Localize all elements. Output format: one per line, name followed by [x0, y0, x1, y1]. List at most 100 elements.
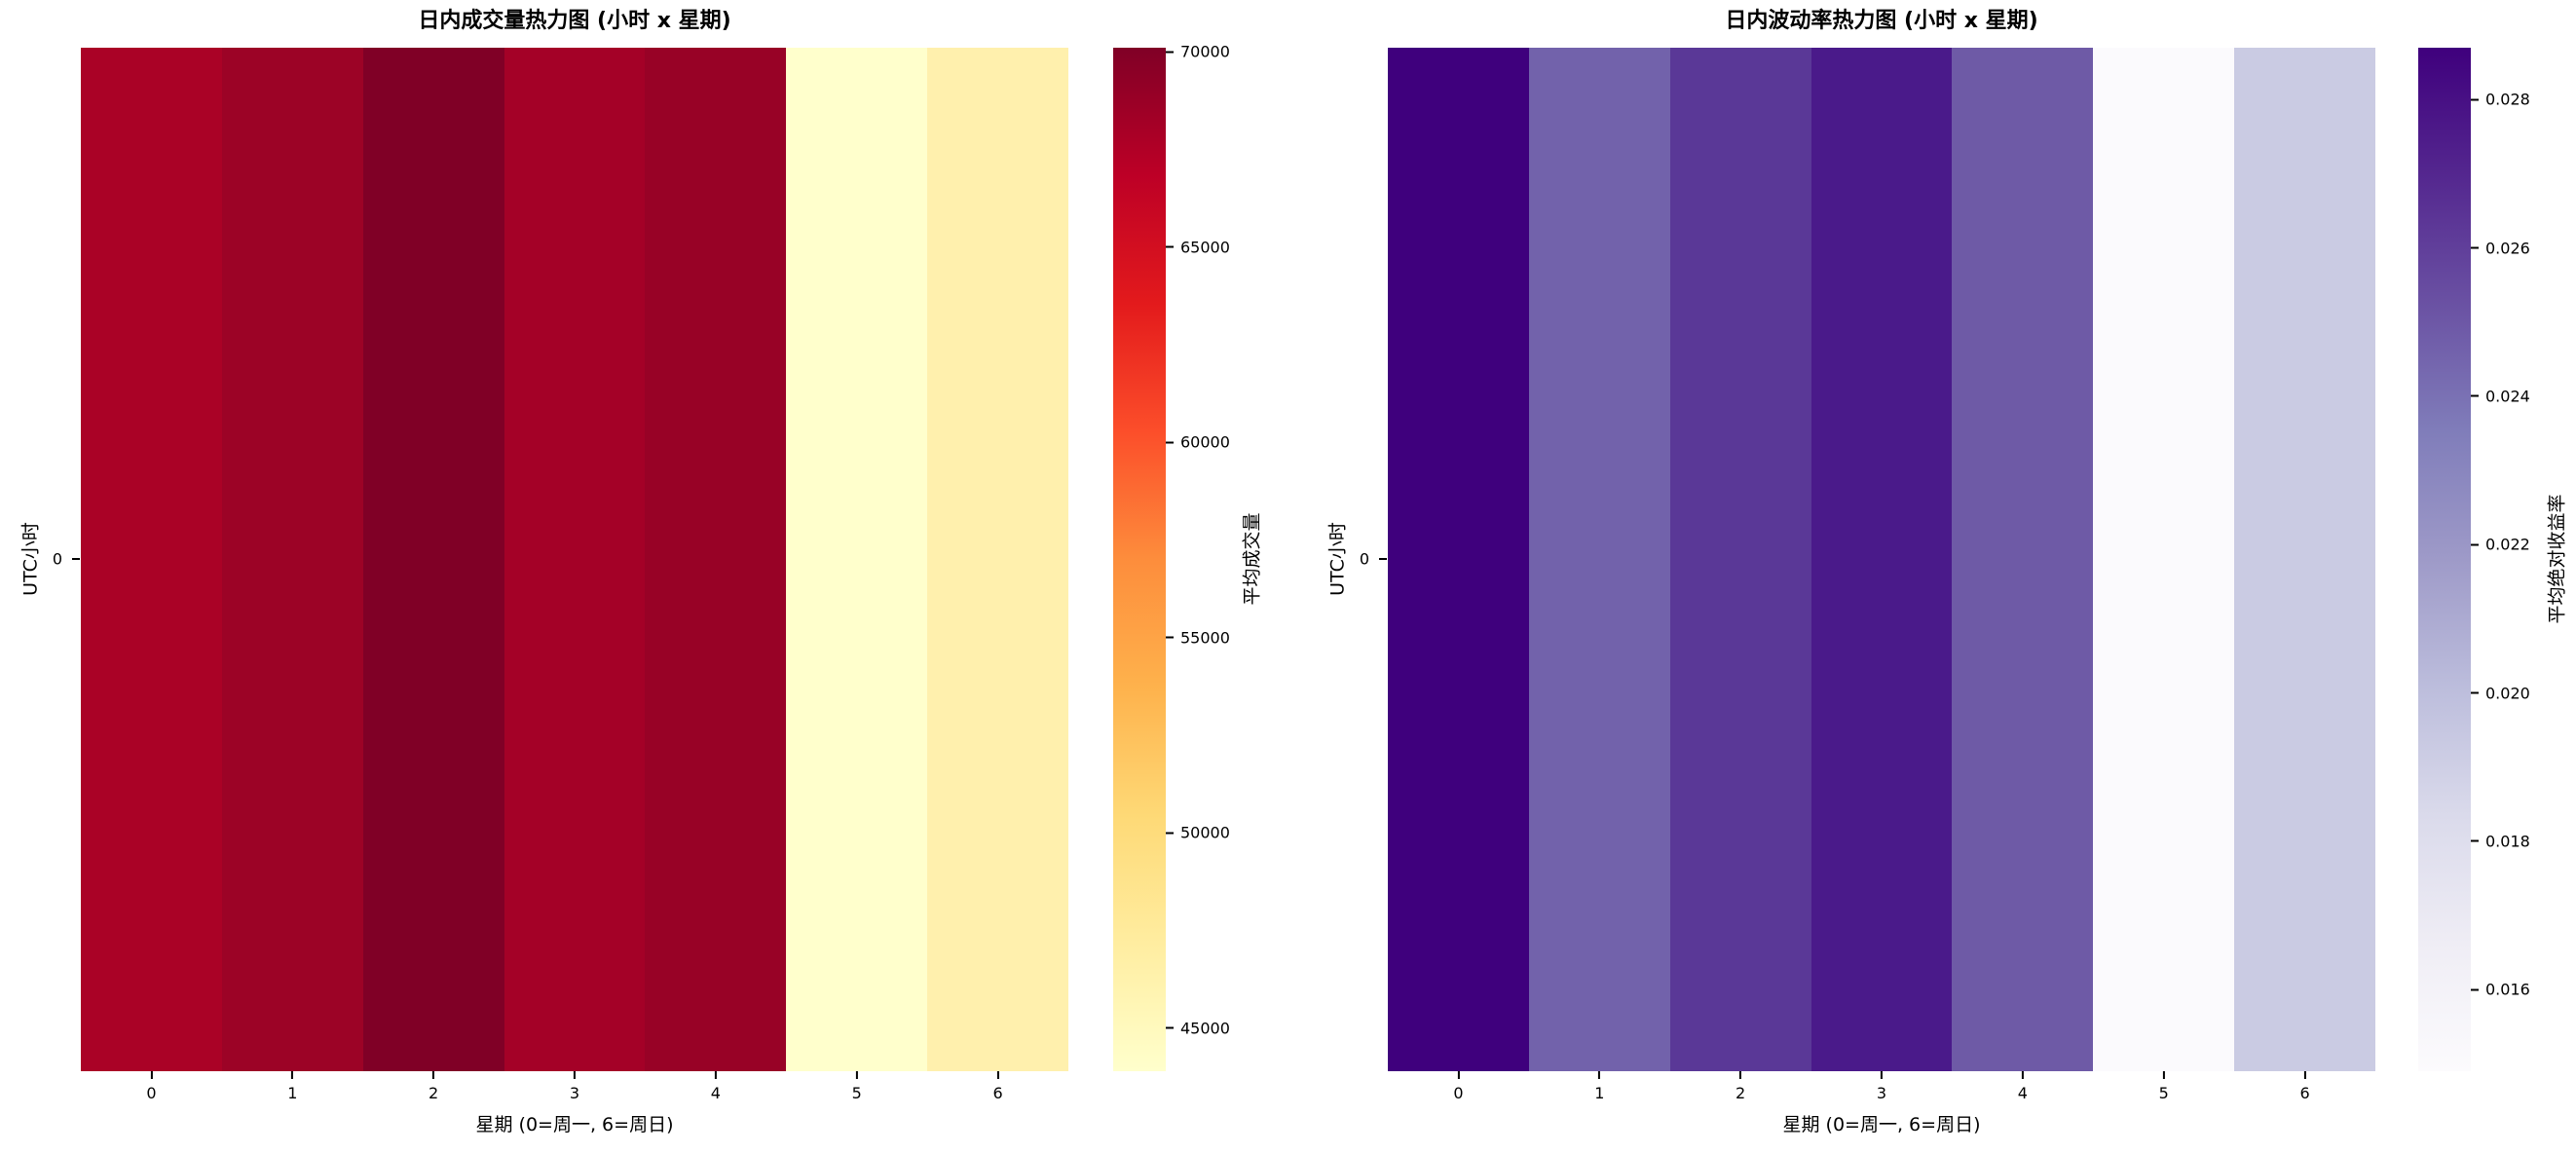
- colorbar-tick-0.028: 0.028: [2471, 91, 2530, 109]
- y-tick-mark: [72, 558, 80, 560]
- x-tick-label: 5: [2158, 1084, 2169, 1102]
- colorbar-tick-0.020: 0.020: [2471, 684, 2530, 702]
- heatmap-cell-day-1: [1528, 48, 1670, 1071]
- x-tick-6: 6: [992, 1071, 1003, 1102]
- x-tick-1: 1: [1594, 1071, 1604, 1102]
- x-tick-mark: [1739, 1071, 1742, 1079]
- x-tick-label: 4: [710, 1084, 721, 1102]
- colorbar-tick-0.018: 0.018: [2471, 832, 2530, 850]
- x-tick-mark: [574, 1071, 576, 1079]
- x-tick-4: 4: [2018, 1071, 2028, 1102]
- x-tick-1: 1: [287, 1071, 297, 1102]
- colorbar-label: 平均绝对收益率: [2546, 494, 2568, 624]
- colorbar-tick-mark: [2471, 98, 2479, 101]
- colorbar-tick-label: 65000: [1180, 238, 1230, 257]
- x-tick-label: 3: [1876, 1084, 1887, 1102]
- x-tick-3: 3: [570, 1071, 579, 1102]
- colorbar-tick-60000: 60000: [1166, 433, 1230, 452]
- colorbar-tick-label: 0.018: [2485, 832, 2530, 851]
- colorbar-tick-label: 60000: [1180, 432, 1230, 452]
- x-tick-label: 2: [1736, 1084, 1746, 1102]
- colorbar-tick-label: 0.022: [2485, 535, 2530, 554]
- x-tick-0: 0: [146, 1071, 157, 1102]
- colorbar-ticks: 0.016 0.018 0.020 0.022 0.024 0.026 0.028: [2471, 48, 2558, 1071]
- x-tick-5: 5: [852, 1071, 862, 1102]
- x-axis-ticks: 0 1 2 3 4 5 6: [81, 1071, 1068, 1130]
- x-tick-mark: [855, 1071, 858, 1079]
- heatmap-cell-day-3: [504, 48, 646, 1071]
- heatmap-plot: [1388, 48, 2376, 1071]
- colorbar-ticks: 45000 50000 55000 60000 65000 70000: [1166, 43, 1253, 1071]
- colorbar-tick-label: 45000: [1180, 1019, 1230, 1038]
- heatmap-cell-day-6: [2234, 48, 2376, 1071]
- colorbar-tick-mark: [2471, 543, 2479, 546]
- y-tick-label: 0: [1359, 549, 1370, 569]
- heatmap-cell-day-0: [1388, 48, 1529, 1071]
- heatmap-cell-day-2: [1669, 48, 1811, 1071]
- x-tick-label: 6: [992, 1084, 1003, 1102]
- colorbar-tick-mark: [1166, 1026, 1174, 1029]
- x-tick-label: 0: [1453, 1084, 1464, 1102]
- x-tick-mark: [150, 1071, 153, 1079]
- x-axis-label: 星期 (0=周一, 6=周日): [475, 1114, 674, 1135]
- panel-title: 日内成交量热力图 (小时 x 星期): [418, 9, 731, 33]
- colorbar-tick-label: 0.024: [2485, 387, 2530, 406]
- colorbar: [1113, 48, 1166, 1071]
- x-tick-mark: [714, 1071, 717, 1079]
- colorbar-tick-mark: [1166, 51, 1174, 54]
- heatmap-cell-day-5: [786, 48, 928, 1071]
- x-tick-mark: [2303, 1071, 2306, 1079]
- colorbar-tick-65000: 65000: [1166, 238, 1230, 256]
- colorbar-tick-45000: 45000: [1166, 1019, 1230, 1037]
- heatmap-row: [1388, 48, 2376, 1071]
- x-tick-mark: [2021, 1071, 2024, 1079]
- colorbar-tick-mark: [2471, 246, 2479, 249]
- heatmap-cell-day-2: [362, 48, 504, 1071]
- x-tick-label: 2: [429, 1084, 439, 1102]
- x-tick-mark: [432, 1071, 435, 1079]
- x-tick-6: 6: [2299, 1071, 2310, 1102]
- colorbar-tick-label: 0.020: [2485, 684, 2530, 703]
- colorbar-tick-0.022: 0.022: [2471, 536, 2530, 554]
- x-tick-label: 5: [851, 1084, 862, 1102]
- x-tick-mark: [1457, 1071, 1460, 1079]
- colorbar-tick-0.016: 0.016: [2471, 981, 2530, 999]
- colorbar-tick-label: 0.026: [2485, 239, 2530, 258]
- colorbar-tick-label: 0.016: [2485, 980, 2530, 999]
- x-tick-2: 2: [1736, 1071, 1745, 1102]
- y-axis-label: UTC小时: [1326, 522, 1349, 596]
- y-tick-mark: [1379, 558, 1387, 560]
- x-tick-mark: [2162, 1071, 2165, 1079]
- x-tick-mark: [996, 1071, 999, 1079]
- heatmap-cell-day-0: [81, 48, 222, 1071]
- heatmap-cell-day-1: [221, 48, 363, 1071]
- x-tick-4: 4: [711, 1071, 721, 1102]
- x-tick-5: 5: [2159, 1071, 2169, 1102]
- colorbar-tick-0.024: 0.024: [2471, 387, 2530, 405]
- x-tick-mark: [1598, 1071, 1601, 1079]
- x-tick-label: 3: [569, 1084, 580, 1102]
- heatmap-cell-day-4: [645, 48, 787, 1071]
- heatmap-cell-day-6: [927, 48, 1069, 1071]
- colorbar-tick-0.026: 0.026: [2471, 239, 2530, 257]
- x-tick-label: 4: [2017, 1084, 2028, 1102]
- colorbar-tick-mark: [2471, 839, 2479, 842]
- x-tick-mark: [1881, 1071, 1883, 1079]
- y-axis-label: UTC小时: [19, 522, 42, 596]
- heatmap-plot: [81, 48, 1069, 1071]
- x-tick-label: 1: [1594, 1084, 1605, 1102]
- colorbar-tick-mark: [2471, 394, 2479, 397]
- colorbar-tick-mark: [1166, 636, 1174, 639]
- x-axis-ticks: 0 1 2 3 4 5 6: [1388, 1071, 2375, 1130]
- colorbar-tick-mark: [1166, 441, 1174, 444]
- colorbar-tick-mark: [1166, 245, 1174, 248]
- volatility-heatmap-panel: 日内波动率热力图 (小时 x 星期) UTC小时 0 0 1 2 3 4 5 6 星期 (0…: [1288, 0, 2576, 1153]
- colorbar-tick-55000: 55000: [1166, 628, 1230, 647]
- colorbar-tick-label: 0.028: [2485, 90, 2530, 109]
- colorbar-tick-mark: [2471, 691, 2479, 694]
- volume-heatmap-panel: 日内成交量热力图 (小时 x 星期) UTC小时 0 0 1 2 3 4 5 6 星期 (0…: [19, 9, 1263, 1135]
- x-tick-3: 3: [1877, 1071, 1886, 1102]
- x-axis-label: 星期 (0=周一, 6=周日): [1782, 1114, 1981, 1135]
- heatmap-cell-day-5: [2093, 48, 2235, 1071]
- x-tick-2: 2: [429, 1071, 438, 1102]
